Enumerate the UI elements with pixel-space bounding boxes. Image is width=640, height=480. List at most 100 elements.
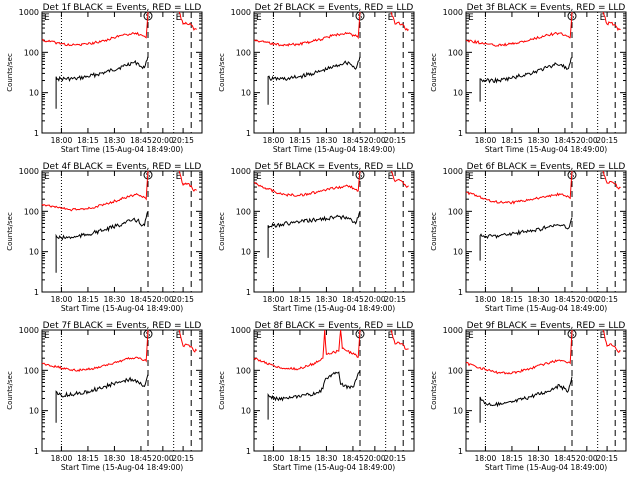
chart-panel: Det 1f BLACK = Events, RED = LLD 1 10 100 10… [6,3,203,154]
chart-panel: Det 9f BLACK = Events, RED = LLD 1 10 100 10… [430,321,627,472]
annotation-label: E [388,331,394,341]
y-axis-label: Counts/sec [6,371,14,410]
plot-frame [465,11,627,134]
y-tick-label: 100 [24,366,39,375]
annotation-label: E [44,13,50,23]
x-tick-label: 18:45 [554,454,576,463]
plot-frame [253,329,415,452]
plot-frame [465,329,627,452]
y-tick-label: 1000 [19,167,39,176]
plot-frame [253,11,415,134]
x-tick-label: 18:00 [263,295,285,304]
x-tick-label: 18:45 [130,454,152,463]
y-tick-label: 1000 [443,8,463,17]
x-tick-label: 20:15 [172,295,194,304]
x-tick-label: 18:00 [263,454,285,463]
x-tick-label: 18:45 [554,295,576,304]
x-tick-label: 18:15 [77,454,99,463]
y-tick-label: 1 [246,129,251,138]
x-tick-label: 20:15 [384,136,406,145]
x-tick-label: 18:15 [501,454,523,463]
x-tick-label: 18:45 [554,136,576,145]
lld-series-line [253,11,409,47]
chart-title: Det 4f BLACK = Events, RED = LLD [43,162,202,172]
chart-panel: Det 3f BLACK = Events, RED = LLD 1 10 100 10… [430,3,627,154]
annotation-label: S [358,13,363,21]
y-tick-label: 100 [24,207,39,216]
x-axis-label: Start Time (15-Aug-04 18:49:00) [273,463,395,472]
events-series-line [55,211,149,273]
lld-series-line [465,329,621,375]
y-tick-label: 100 [236,48,251,57]
plot-frame [41,11,203,134]
chart-title: Det 7f BLACK = Events, RED = LLD [43,321,202,331]
annotation-label: S [146,331,151,339]
y-tick-label: 1 [34,447,39,456]
plot-frame [41,329,203,452]
y-tick-label: 1 [458,288,463,297]
x-tick-label: 18:15 [501,295,523,304]
x-tick-label: 18:45 [130,295,152,304]
y-tick-label: 100 [448,366,463,375]
annotation-label: E [600,331,606,341]
x-tick-label: 18:15 [289,136,311,145]
y-tick-label: 100 [448,207,463,216]
chart-panel: Det 6f BLACK = Events, RED = LLD 1 10 100 10… [430,162,627,313]
events-series-line [267,56,361,105]
x-tick-label: 18:00 [475,295,497,304]
x-tick-label: 20:00 [152,136,174,145]
y-axis-label: Counts/sec [6,53,14,92]
x-tick-label: 18:00 [475,454,497,463]
annotation-label: E [600,13,606,23]
y-tick-label: 1 [34,129,39,138]
lld-series-line [41,11,197,47]
y-tick-label: 10 [29,89,39,98]
chart-panel: Det 7f BLACK = Events, RED = LLD 1 10 100 10… [6,321,203,472]
y-tick-label: 1000 [231,167,251,176]
x-tick-label: 20:15 [172,454,194,463]
lld-series-line [253,170,409,197]
lld-series-line [253,329,409,371]
x-tick-label: 18:30 [528,136,550,145]
x-tick-label: 18:30 [528,454,550,463]
y-axis-label: Counts/sec [218,212,226,251]
y-tick-label: 1000 [443,326,463,335]
x-tick-label: 18:45 [342,136,364,145]
x-tick-label: 20:15 [172,136,194,145]
annotation-label: E [176,172,182,182]
annotation-label: E [468,172,474,182]
events-series-line [55,374,149,423]
x-axis-label: Start Time (15-Aug-04 18:49:00) [61,145,183,154]
plot-frame [253,170,415,293]
events-series-line [267,211,361,258]
x-tick-label: 20:15 [596,454,618,463]
events-series-line [479,57,573,102]
lld-series-line [466,170,621,205]
lld-series-line [41,329,197,372]
y-tick-label: 1000 [231,326,251,335]
y-tick-label: 1 [458,447,463,456]
annotation-label: E [44,331,50,341]
annotation-label: E [176,13,182,23]
chart-panel: Det 8f BLACK = Events, RED = LLD 1 10 100 10… [218,321,415,472]
y-tick-label: 10 [241,89,251,98]
x-tick-label: 18:45 [130,136,152,145]
chart-panel: Det 4f BLACK = Events, RED = LLD 1 10 100 10… [6,162,203,313]
y-tick-label: 10 [241,248,251,257]
annotation-label: S [358,172,363,180]
y-tick-label: 1 [246,447,251,456]
x-tick-label: 18:00 [475,136,497,145]
annotation-label: E [256,331,262,341]
annotation-label: S [570,13,575,21]
x-axis-label: Start Time (15-Aug-04 18:49:00) [273,145,395,154]
annotation-label: S [146,13,151,21]
x-axis-label: Start Time (15-Aug-04 18:49:00) [485,145,607,154]
chart-title: Det 3f BLACK = Events, RED = LLD [467,3,626,13]
annotation-label: E [600,172,606,182]
x-axis-label: Start Time (15-Aug-04 18:49:00) [485,304,607,313]
y-tick-label: 1 [34,288,39,297]
y-tick-label: 10 [453,89,463,98]
y-tick-label: 100 [236,366,251,375]
lld-series-line [41,170,197,212]
y-axis-label: Counts/sec [430,53,438,92]
